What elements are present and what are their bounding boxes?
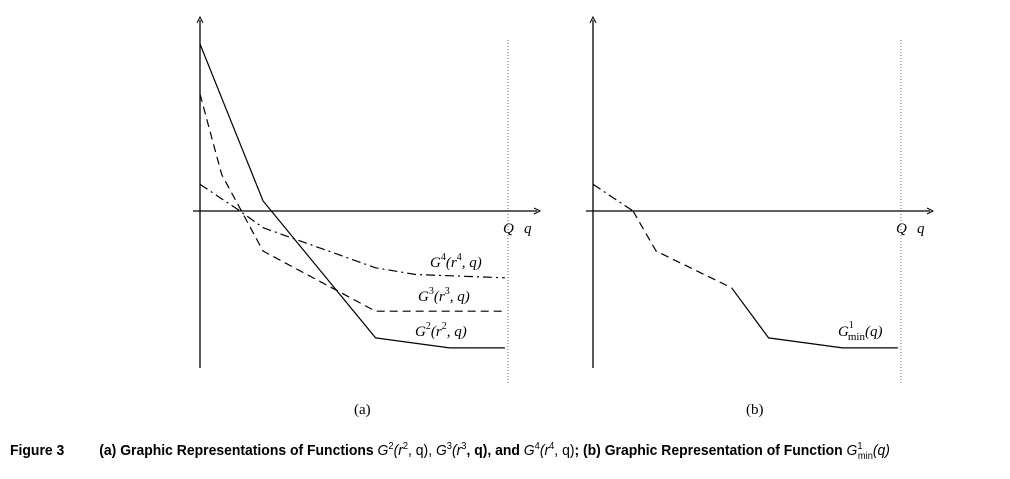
figure-canvas: Q q G4(r4, q) G3(r3, q) G2(r2, q) (a) Q … — [193, 15, 935, 418]
panel-a-series-2-dash-dot — [199, 183, 505, 279]
caption-gmin-sub: min — [857, 451, 873, 462]
caption-g3-rsup: 3 — [461, 441, 467, 452]
caption-g3-args: (r — [451, 442, 462, 459]
panel-a-series-1-dashed — [199, 93, 505, 312]
panel-a: Q q G4(r4, q) G3(r3, q) G2(r2, q) (a) — [193, 15, 542, 418]
caption-g4-sup: 4 — [534, 441, 540, 452]
panel-a-label: (a) — [354, 402, 371, 418]
caption-gmin-rest: (q) — [872, 442, 890, 459]
caption-g2-args: (r — [393, 442, 403, 459]
caption-g3: G — [435, 442, 447, 459]
panel-b-series-1-dashed — [632, 210, 732, 289]
caption-g4: G — [523, 442, 535, 459]
panel-b-y-arrow — [589, 15, 597, 24]
panel-b: Q q G1 min(q) (b) — [586, 15, 935, 418]
label-G3: G3(r3, q) — [418, 286, 470, 305]
caption-g2-rest: , q), — [408, 442, 436, 459]
caption-g2-rsup: 2 — [402, 441, 409, 452]
label-G4: G4(r4, q) — [430, 252, 482, 271]
caption-part-b: ; (b) Graphic Representation of Function — [574, 442, 847, 459]
panel-a-y-arrow — [196, 15, 204, 24]
panel-b-series-0-dash-dot — [592, 183, 634, 212]
panel-b-label: (b) — [746, 402, 764, 418]
label-G2: G2(r2, q) — [415, 321, 467, 340]
panel-a-Q-label: Q — [503, 221, 514, 237]
figure-caption: Figure 3 (a) Graphic Representations of F… — [10, 441, 931, 462]
panel-b-x-label: q — [917, 221, 925, 237]
caption-gmin-sup: 1 — [857, 441, 863, 452]
panel-b-Q-label: Q — [896, 221, 907, 237]
caption-g2: G — [377, 442, 389, 459]
panel-a-x-label: q — [524, 221, 532, 237]
label-Gmin: G1 min(q) — [838, 320, 882, 343]
caption-g4-rest: , q) — [554, 442, 575, 459]
caption-g3-sup: 3 — [446, 441, 452, 452]
caption-gmin: G — [846, 442, 858, 459]
caption-g4-args: (r — [539, 442, 550, 459]
caption-g2-sup: 2 — [388, 441, 394, 452]
figure-number: Figure 3 — [10, 442, 65, 459]
caption-part-a: (a) Graphic Representations of Functions — [99, 442, 378, 459]
panel-b-series-2-solid — [731, 287, 898, 349]
caption-g3-rest: , q), and — [466, 442, 524, 459]
panel-b-x-arrow — [926, 207, 935, 215]
caption-g4-rsup: 4 — [549, 441, 555, 452]
panel-a-series-0-solid — [199, 43, 505, 349]
panel-a-x-arrow — [533, 207, 542, 215]
